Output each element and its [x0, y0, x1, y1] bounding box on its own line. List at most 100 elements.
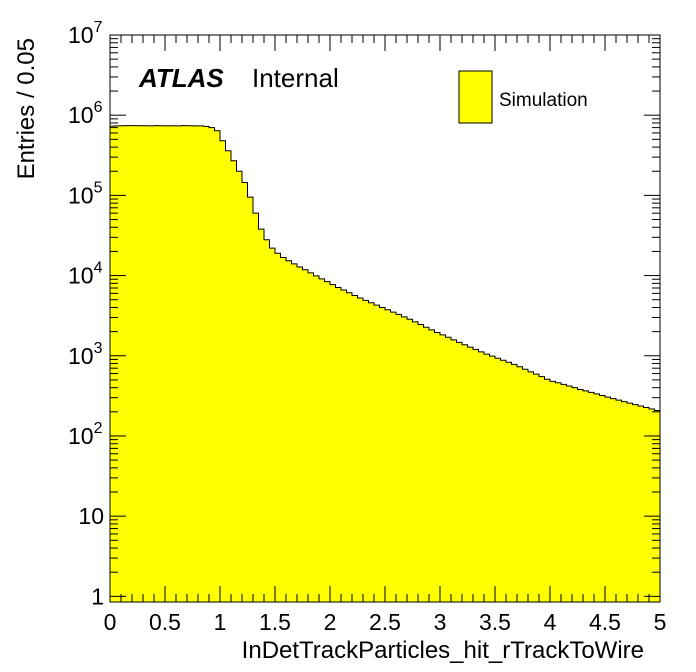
histogram-bar	[247, 197, 254, 602]
histogram-bar	[214, 130, 221, 602]
histogram-bar	[225, 150, 232, 603]
histogram-bar	[539, 376, 545, 602]
histogram-bar	[467, 347, 474, 602]
x-tick-label: 1	[214, 609, 227, 635]
plot-frame	[109, 34, 661, 603]
histogram-bar	[363, 300, 369, 602]
atlas-status: Internal	[252, 63, 339, 93]
histogram-bar	[264, 239, 270, 602]
histogram-bar	[478, 351, 485, 602]
histogram-bar	[605, 397, 611, 602]
histogram-bar	[484, 354, 490, 602]
histogram-bar	[533, 374, 540, 602]
histogram-bar	[588, 392, 595, 602]
histogram-bar	[583, 390, 589, 602]
histogram-bar	[291, 263, 298, 602]
histogram-bar	[610, 398, 617, 602]
histogram-bar	[132, 125, 138, 603]
histogram-bar	[621, 401, 628, 602]
histogram-bar	[159, 125, 166, 602]
histogram-bar	[495, 358, 501, 602]
histogram-bar	[143, 125, 149, 602]
x-axis-label: InDetTrackParticles_hit_rTrackToWire	[242, 637, 644, 664]
histogram-bar	[330, 284, 336, 602]
y-axis-label: Entries / 0.05	[13, 38, 40, 179]
legend-swatch-simulation	[458, 70, 493, 124]
x-tick-label: 2.5	[369, 609, 401, 635]
histogram-bar	[341, 290, 347, 602]
histogram-bar	[176, 125, 182, 602]
histogram-bar	[418, 324, 424, 602]
histogram-bar	[335, 287, 342, 602]
histogram-bar	[253, 213, 259, 603]
histogram-bar	[165, 125, 171, 602]
histogram-bar	[561, 384, 567, 602]
histogram-bar	[577, 389, 584, 602]
x-tick-label: 5	[654, 609, 667, 635]
y-tick-label: 107	[68, 19, 103, 48]
histogram-bar	[594, 393, 600, 602]
histogram-bar	[401, 316, 408, 602]
histogram-bar	[599, 395, 606, 602]
histogram-bar	[500, 360, 507, 602]
x-tick-label: 0.5	[149, 609, 181, 635]
histogram-bar	[242, 182, 248, 603]
histogram-bar	[280, 257, 287, 602]
histogram-bar	[429, 329, 435, 602]
histogram-bar	[198, 125, 204, 603]
legend-label-simulation: Simulation	[499, 90, 588, 111]
histogram-bar	[627, 403, 633, 602]
y-tick-label: 103	[68, 340, 103, 369]
histogram-bar	[121, 125, 127, 602]
histogram-bar	[654, 410, 661, 602]
histogram-bar	[313, 275, 320, 602]
histogram-bar	[368, 302, 375, 602]
histogram-bar	[374, 305, 380, 602]
x-tick-label: 0	[104, 609, 117, 635]
histogram-bar	[434, 332, 441, 602]
histogram-bar	[555, 382, 562, 602]
histogram-bar	[643, 407, 650, 602]
histogram-bar	[352, 295, 358, 602]
histogram-bar	[324, 281, 331, 602]
histogram-bar	[522, 369, 529, 602]
histogram-bar	[511, 364, 518, 602]
histogram-bar	[396, 314, 402, 602]
histogram-bar	[209, 127, 215, 603]
histogram-bar	[231, 160, 237, 602]
histogram-bar	[572, 387, 578, 602]
histogram-bar	[302, 269, 309, 602]
histogram-bar	[148, 125, 155, 602]
histogram-bar	[550, 381, 556, 602]
histogram-bar	[297, 266, 303, 602]
histogram-bar	[346, 292, 353, 602]
histogram-bar	[412, 321, 419, 602]
x-tick-label: 4.5	[589, 609, 621, 635]
y-tick-label: 102	[68, 420, 103, 449]
histogram-bar	[187, 125, 193, 602]
histogram-bar	[528, 371, 534, 602]
histogram-bar	[649, 408, 655, 602]
histogram-bar	[445, 337, 452, 602]
histogram-bar	[379, 307, 386, 602]
histogram-bar	[170, 125, 177, 602]
x-tick-label: 4	[544, 609, 557, 635]
histogram-bar	[423, 327, 430, 602]
y-tick-label: 10	[78, 503, 104, 529]
histogram-bar	[473, 349, 479, 602]
histogram-bar	[440, 334, 446, 602]
histogram-bar	[236, 171, 243, 602]
histogram-bar	[544, 379, 551, 602]
histogram-bar	[517, 366, 523, 602]
histogram-bar	[632, 404, 639, 602]
histogram-bar	[110, 126, 116, 602]
histogram-bars	[110, 125, 661, 603]
x-tick-label: 3	[434, 609, 447, 635]
histogram-bar	[126, 125, 133, 603]
histogram-bar	[456, 342, 463, 602]
histogram-bar	[286, 260, 292, 602]
histogram-bar	[489, 356, 496, 602]
histogram-bar	[385, 309, 391, 602]
histogram-bar	[451, 339, 457, 602]
